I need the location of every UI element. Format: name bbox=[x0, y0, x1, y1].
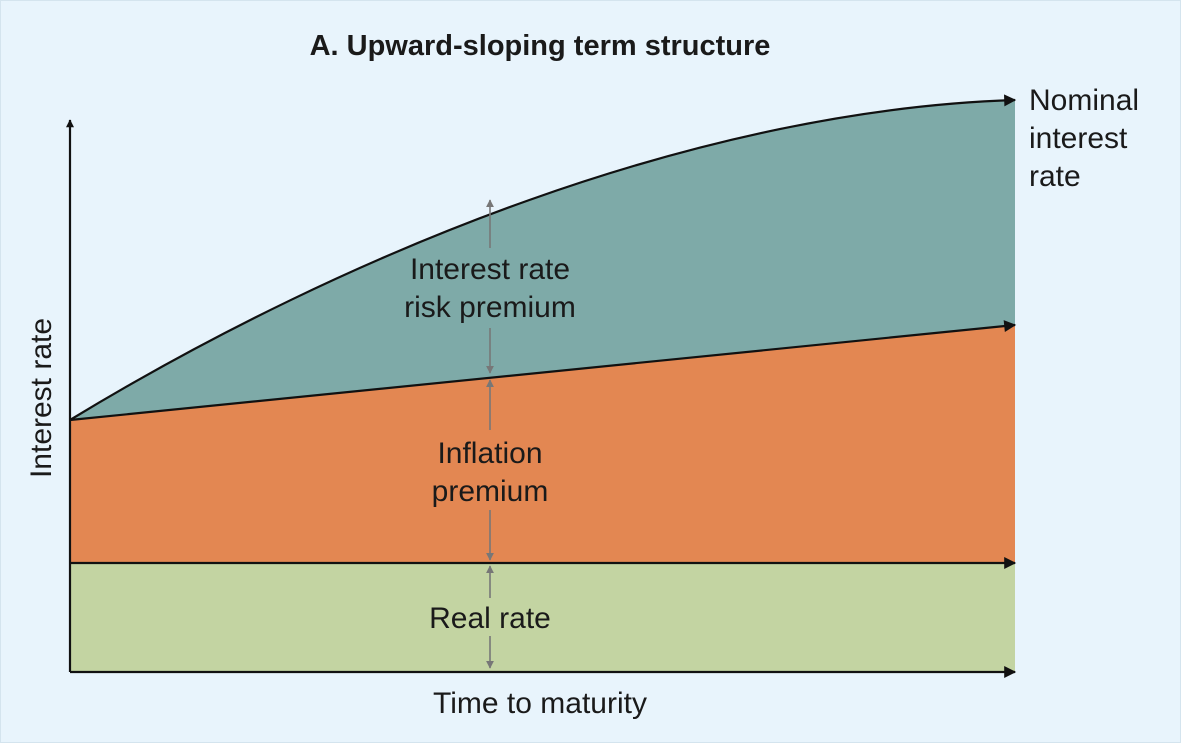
inflation-line bbox=[69, 320, 1017, 422]
inflation-premium-region bbox=[70, 325, 1015, 563]
curve-label: Nominal bbox=[1029, 84, 1139, 117]
y-axis-label: Interest rate bbox=[25, 318, 58, 478]
real-rate-region bbox=[70, 563, 1015, 672]
region-label: premium bbox=[432, 475, 549, 508]
risk-premium-region bbox=[70, 100, 1015, 420]
nominal-rate-curve bbox=[69, 94, 1017, 421]
x-axis-label: Time to maturity bbox=[433, 687, 647, 720]
region-label: Inflation bbox=[437, 437, 542, 470]
region-label: Interest rate bbox=[410, 253, 570, 286]
region-label: risk premium bbox=[404, 291, 576, 324]
region-label: Real rate bbox=[429, 602, 551, 635]
title: A. Upward-sloping term structure bbox=[310, 30, 771, 62]
curve-label: rate bbox=[1029, 160, 1081, 193]
curve-label: interest bbox=[1029, 122, 1128, 155]
